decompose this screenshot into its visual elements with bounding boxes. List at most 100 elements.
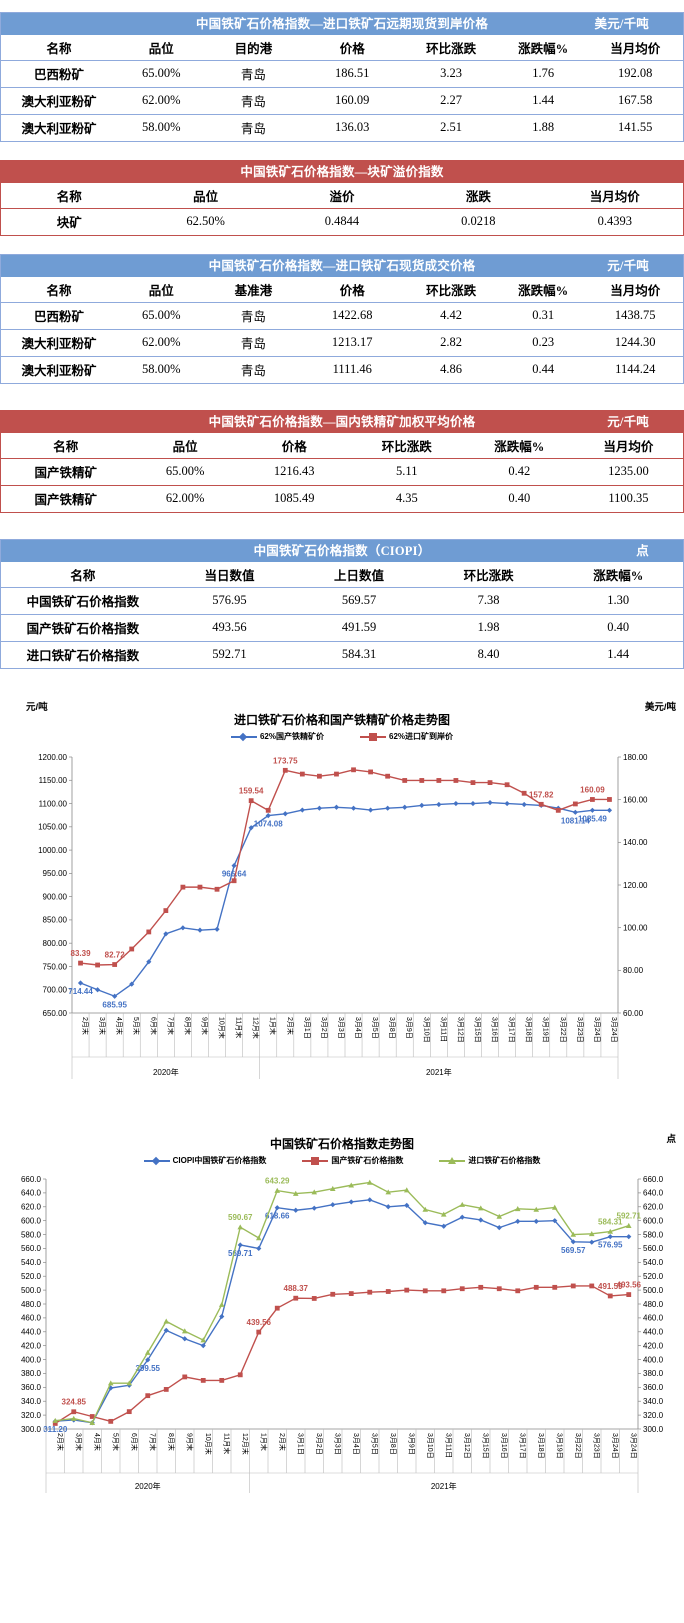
x-tick-label: 3月15日 — [481, 1433, 489, 1459]
data-cell: 0.4393 — [597, 214, 632, 229]
column-header: 名称 — [1, 35, 117, 61]
data-cell: 58.00% — [141, 120, 181, 135]
svg-text:600.0: 600.0 — [21, 1216, 42, 1225]
data-cell: 493.56 — [164, 614, 295, 642]
svg-text:520.0: 520.0 — [643, 1272, 664, 1281]
data-cell: 0.0218 — [461, 214, 496, 229]
data-cell: 0.40 — [508, 491, 531, 506]
svg-text:400.0: 400.0 — [643, 1355, 664, 1364]
svg-text:420.0: 420.0 — [643, 1341, 664, 1350]
x-tick-label: 3月23日 — [592, 1433, 600, 1459]
svg-text:500.0: 500.0 — [21, 1286, 42, 1295]
svg-text:320.0: 320.0 — [21, 1411, 42, 1420]
series-line — [54, 1285, 629, 1425]
data-label: 157.82 — [529, 790, 554, 799]
chart-legend: CIOPI中国铁矿石价格指数 国产铁矿石价格指数 进口铁矿石价格指数 — [0, 1155, 684, 1166]
column-header: 目的港 — [205, 35, 302, 61]
row-name-cell: 巴西粉矿 — [1, 302, 117, 330]
data-cell: 65.00% — [116, 60, 206, 88]
column-header: 环比涨跌 — [423, 562, 554, 588]
data-cell: 8.40 — [477, 647, 500, 662]
svg-text:600.0: 600.0 — [643, 1216, 664, 1225]
legend-label: 国产铁矿石价格指数 — [331, 1156, 404, 1165]
data-cell: 0.31 — [498, 302, 588, 330]
x-tick-label: 3月1日 — [303, 1017, 311, 1039]
data-cell: 5.11 — [348, 458, 465, 486]
column-header: 环比涨跌 — [403, 35, 499, 61]
x-tick-label: 7月末 — [166, 1017, 175, 1035]
column-header: 当月均价 — [587, 35, 683, 61]
data-cell: 0.23 — [498, 329, 588, 357]
x-tick-label: 8月末 — [167, 1433, 176, 1451]
data-label: 618.66 — [265, 1212, 290, 1221]
svg-text:850.00: 850.00 — [43, 916, 68, 925]
x-tick-label: 3月19日 — [555, 1433, 563, 1459]
column-header: 品位 — [116, 277, 206, 303]
data-cell: 青岛 — [205, 87, 302, 115]
x-tick-label: 3月18日 — [525, 1017, 533, 1043]
table-row: 澳大利亚粉矿 62.00% 青岛 1213.17 2.82 0.23 1244.30 — [1, 329, 683, 357]
data-label: 584.31 — [598, 1218, 623, 1227]
legend-marker-icon — [302, 1156, 329, 1165]
column-header: 品位 — [130, 433, 240, 459]
x-tick-label: 3月11日 — [439, 1017, 447, 1042]
data-cell: 192.08 — [587, 60, 683, 88]
x-tick-label: 3月22日 — [559, 1017, 567, 1043]
legend-label: CIOPI中国铁矿石价格指数 — [172, 1156, 267, 1165]
x-tick-label: 1月末 — [269, 1017, 278, 1035]
svg-text:360.0: 360.0 — [643, 1383, 664, 1392]
data-cell: 592.71 — [212, 647, 247, 662]
column-header: 价格 — [301, 277, 404, 303]
data-label: 83.39 — [71, 949, 92, 958]
data-cell: 1.30 — [553, 587, 683, 615]
data-cell: 1438.75 — [587, 302, 683, 330]
data-label: 643.29 — [265, 1177, 290, 1186]
svg-text:500.0: 500.0 — [643, 1286, 664, 1295]
svg-text:300.0: 300.0 — [21, 1425, 42, 1434]
svg-text:60.00: 60.00 — [623, 1009, 644, 1018]
data-cell: 62.00% — [165, 491, 205, 506]
svg-text:540.0: 540.0 — [21, 1258, 42, 1267]
x-tick-label: 4月末 — [115, 1017, 124, 1035]
data-label: 491.59 — [598, 1282, 623, 1291]
column-header: 名称 — [1, 183, 138, 209]
table-row: 进口铁矿石价格指数 592.71 584.31 8.40 1.44 — [1, 641, 683, 668]
column-header: 价格 — [301, 35, 404, 61]
column-header: 当日数值 — [164, 562, 295, 588]
caption-title: 中国铁矿石价格指数—块矿溢价指数 — [240, 165, 444, 179]
svg-text:420.0: 420.0 — [21, 1341, 42, 1350]
chart-unit-right: 点 — [666, 1134, 676, 1145]
svg-text:800.00: 800.00 — [43, 939, 68, 948]
table-spacer — [0, 513, 684, 539]
legend-label: 62%进口矿到岸价 — [389, 732, 454, 741]
column-header: 涨跌幅% — [553, 562, 683, 588]
chart-top-spacer — [0, 669, 684, 697]
svg-text:620.0: 620.0 — [21, 1203, 42, 1212]
data-label: 685.95 — [102, 1000, 127, 1009]
svg-text:460.0: 460.0 — [21, 1314, 42, 1323]
data-cell: 1144.24 — [615, 362, 656, 377]
row-name-cell: 进口铁矿石价格指数 — [26, 649, 140, 664]
table-lump-premium-caption: 中国铁矿石价格指数—块矿溢价指数 — [1, 161, 683, 183]
x-tick-label: 3月23日 — [576, 1017, 584, 1043]
svg-text:360.0: 360.0 — [21, 1383, 42, 1392]
caption-title: 中国铁矿石价格指数—进口铁矿石远期现货到岸价格 — [195, 17, 489, 31]
chart-plot: 300.0 320.0 340.0 360.0 380.0 400.0 420.0 440.0… — [21, 1175, 664, 1493]
table-row: 澳大利亚粉矿 58.00% 青岛 136.03 2.51 1.88 141.55 — [1, 114, 683, 141]
column-header: 当月均价 — [587, 277, 683, 303]
data-cell: 2.82 — [403, 329, 499, 357]
caption-unit: 点 — [636, 544, 649, 558]
x-tick-label: 10月末 — [204, 1433, 213, 1455]
data-cell: 1244.30 — [587, 329, 683, 357]
x-tick-label: 6月末 — [149, 1017, 158, 1035]
x-tick-label: 3月5日 — [370, 1433, 378, 1455]
data-label: 311.20 — [43, 1425, 68, 1434]
x-tick-label: 12月末 — [241, 1433, 250, 1455]
x-tick-label: 5月末 — [111, 1433, 120, 1451]
table-lump-premium: 中国铁矿石价格指数—块矿溢价指数 名称 品位 溢价 涨跌 当月均价 块矿 62.50% 0.48… — [0, 160, 684, 236]
data-cell: 青岛 — [205, 329, 302, 357]
table-header-row: 名称 品位 目的港 价格 环比涨跌 涨跌幅% 当月均价 — [1, 35, 683, 61]
legend-label: 62%国产铁精矿价 — [259, 732, 324, 741]
caption-title: 中国铁矿石价格指数—国内铁精矿加权平均价格 — [208, 415, 476, 429]
svg-text:660.0: 660.0 — [643, 1175, 664, 1184]
